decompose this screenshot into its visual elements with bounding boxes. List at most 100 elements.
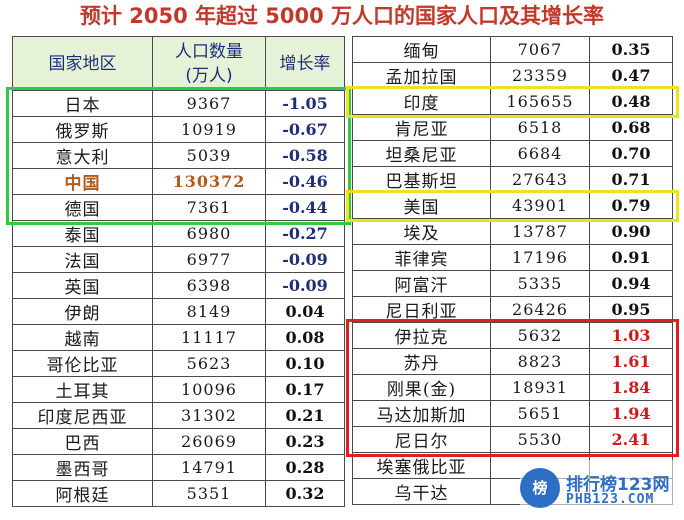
table-row: 哥伦比亚 5623 0.10 — [12, 350, 345, 377]
country-cell: 缅甸 — [352, 36, 491, 63]
table-row: 阿富汗 5335 0.94 — [352, 270, 673, 297]
country-cell: 意大利 — [12, 142, 153, 169]
population-cell: 10096 — [152, 376, 266, 403]
table-row: 英国 6398 -0.09 — [12, 272, 345, 299]
table-row: 巴西 26069 0.23 — [12, 428, 345, 455]
country-cell: 巴基斯坦 — [352, 166, 491, 193]
country-cell: 巴西 — [12, 428, 153, 455]
growth-cell: 0.08 — [265, 324, 345, 351]
growth-cell: 0.68 — [589, 114, 673, 141]
growth-cell: 0.23 — [265, 428, 345, 455]
country-cell: 伊朗 — [12, 298, 153, 325]
population-cell: 6518 — [490, 114, 590, 141]
highlight-box-red — [346, 318, 679, 457]
population-cell: 5351 — [152, 480, 266, 507]
watermark-subtext: PHB123.COM — [566, 492, 655, 507]
population-cell: 5623 — [152, 350, 266, 377]
growth-cell: 2.41 — [589, 426, 673, 453]
country-cell: 越南 — [12, 324, 153, 351]
left-population-table: 国家地区 人口数量 (万人) 增长率 日本 9367 -1.05 俄罗斯 10919 -0.… — [12, 36, 345, 507]
population-cell: 8823 — [490, 348, 590, 375]
table-row: 伊拉克 5632 1.03 — [352, 322, 673, 349]
country-cell: 印度 — [352, 88, 491, 115]
table-row: 土耳其 10096 0.17 — [12, 376, 345, 403]
header-country: 国家地区 — [12, 36, 153, 91]
population-cell: 43901 — [490, 192, 590, 219]
country-cell: 土耳其 — [12, 376, 153, 403]
table-row: 苏丹 8823 1.61 — [352, 348, 673, 375]
population-cell: 8149 — [152, 298, 266, 325]
growth-cell: -1.05 — [265, 90, 345, 117]
table-row: 越南 11117 0.08 — [12, 324, 345, 351]
table-row: 菲律宾 17196 0.91 — [352, 244, 673, 271]
table-row: 埃及 13787 0.90 — [352, 218, 673, 245]
growth-cell: 0.48 — [589, 88, 673, 115]
highlight-box-green — [6, 86, 351, 225]
table-row: 阿根廷 5351 0.32 — [12, 480, 345, 507]
table-row: 印度尼西亚 31302 0.21 — [12, 402, 345, 429]
header-population-label: 人口数量 (万人) — [175, 41, 243, 86]
table-row: 日本 9367 -1.05 — [12, 90, 345, 117]
table-row: 缅甸 7067 0.35 — [352, 36, 673, 63]
population-cell: 26069 — [152, 428, 266, 455]
header-population: 人口数量 (万人) — [152, 36, 266, 91]
growth-cell: -0.46 — [265, 168, 345, 195]
population-cell: 6977 — [152, 246, 266, 273]
population-cell: 13787 — [490, 218, 590, 245]
highlight-box-yellow-usa — [346, 189, 679, 222]
population-cell: 27643 — [490, 166, 590, 193]
growth-cell: 0.79 — [589, 192, 673, 219]
table-row: 中国 130372 -0.46 — [12, 168, 345, 195]
country-cell: 坦桑尼亚 — [352, 140, 491, 167]
country-cell: 阿根廷 — [12, 480, 153, 507]
population-cell: 6980 — [152, 220, 266, 247]
population-cell: 23359 — [490, 62, 590, 89]
country-cell: 英国 — [12, 272, 153, 299]
population-cell: 11117 — [152, 324, 266, 351]
country-cell: 墨西哥 — [12, 454, 153, 481]
population-cell: 130372 — [152, 168, 266, 195]
header-growth: 增长率 — [265, 36, 345, 91]
watermark-text: 排行榜123网 — [566, 475, 670, 495]
growth-cell: 0.21 — [265, 402, 345, 429]
watermark-logo-icon: 榜 — [520, 468, 560, 508]
country-cell: 孟加拉国 — [352, 62, 491, 89]
growth-cell: -0.44 — [265, 194, 345, 221]
table-header-row: 国家地区 人口数量 (万人) 增长率 — [12, 36, 345, 91]
country-cell: 肯尼亚 — [352, 114, 491, 141]
population-cell: 6684 — [490, 140, 590, 167]
growth-cell: 0.17 — [265, 376, 345, 403]
table-row: 伊朗 8149 0.04 — [12, 298, 345, 325]
page-title: 预计 2050 年超过 5000 万人口的国家人口及其增长率 — [79, 4, 605, 28]
country-cell: 乌干达 — [352, 478, 491, 505]
table-row: 刚果(金) 18931 1.84 — [352, 374, 673, 401]
growth-cell: 0.70 — [589, 140, 673, 167]
growth-cell: 0.10 — [265, 350, 345, 377]
population-cell: 10919 — [152, 116, 266, 143]
growth-cell: -0.67 — [265, 116, 345, 143]
country-cell: 法国 — [12, 246, 153, 273]
growth-cell: 0.35 — [589, 36, 673, 63]
table-row: 美国 43901 0.79 — [352, 192, 673, 219]
growth-cell: -0.09 — [265, 246, 345, 273]
table-row: 坦桑尼亚 6684 0.70 — [352, 140, 673, 167]
population-cell: 31302 — [152, 402, 266, 429]
watermark: 榜 排行榜123网 PHB123.COM — [520, 460, 680, 516]
table-row: 孟加拉国 23359 0.47 — [352, 62, 673, 89]
population-cell: 14791 — [152, 454, 266, 481]
country-cell: 印度尼西亚 — [12, 402, 153, 429]
population-cell: 7067 — [490, 36, 590, 63]
table-row: 巴基斯坦 27643 0.71 — [352, 166, 673, 193]
highlight-box-yellow-india — [346, 85, 679, 118]
population-cell: 9367 — [152, 90, 266, 117]
growth-cell: 0.04 — [265, 298, 345, 325]
table-row: 肯尼亚 6518 0.68 — [352, 114, 673, 141]
growth-cell: 0.91 — [589, 244, 673, 271]
table-row: 法国 6977 -0.09 — [12, 246, 345, 273]
right-population-table: 缅甸 7067 0.35 孟加拉国 23359 0.47 印度 165655 0.48 肯尼亚 65… — [352, 36, 673, 505]
population-cell: 17196 — [490, 244, 590, 271]
growth-cell: 0.47 — [589, 62, 673, 89]
population-cell: 7361 — [152, 194, 266, 221]
growth-cell: 0.28 — [265, 454, 345, 481]
growth-cell: -0.09 — [265, 272, 345, 299]
